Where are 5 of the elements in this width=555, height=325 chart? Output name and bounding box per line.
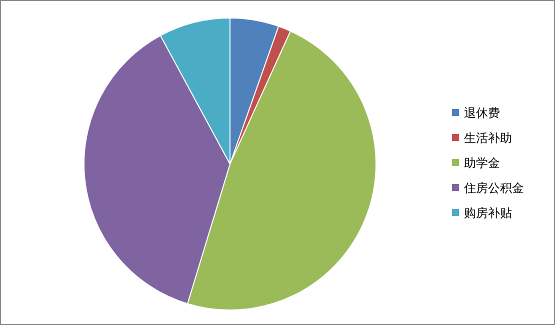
legend-label: 购房补贴 <box>464 206 512 220</box>
legend-label: 助学金 <box>464 156 500 170</box>
legend-label: 退休费 <box>464 106 500 120</box>
legend-label: 住房公积金 <box>463 181 524 195</box>
legend-label: 生活补助 <box>464 131 512 145</box>
